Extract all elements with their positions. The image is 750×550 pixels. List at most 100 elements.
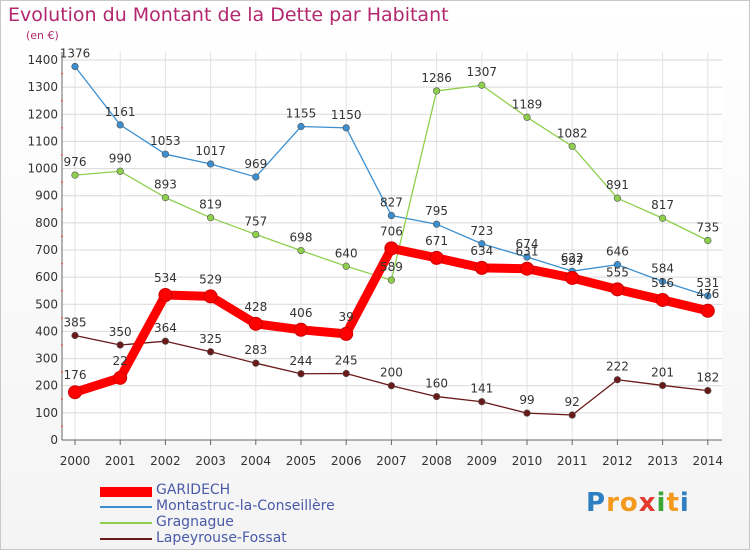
- data-point: [704, 387, 712, 395]
- legend-swatch: [100, 522, 152, 524]
- data-point: [342, 262, 350, 270]
- data-label: 723: [470, 224, 493, 238]
- data-label: 1189: [512, 97, 543, 111]
- x-tick-label: 2014: [693, 454, 724, 468]
- data-point: [207, 214, 215, 222]
- y-tick-label: 0: [50, 433, 58, 447]
- data-label: 589: [380, 260, 403, 274]
- data-point: [478, 240, 486, 248]
- data-label: 819: [199, 198, 222, 212]
- data-label: 1376: [60, 47, 91, 61]
- y-tick-label: 1300: [27, 80, 58, 94]
- data-point: [658, 277, 667, 286]
- data-label: 671: [425, 234, 448, 248]
- data-point: [161, 150, 169, 158]
- data-label: 516: [651, 276, 674, 290]
- legend: GARIDECH Montastruc-la-Conseillère Gragn…: [100, 482, 430, 548]
- data-label: 22: [113, 354, 128, 368]
- logo-letter: t: [666, 488, 680, 518]
- data-label: 622: [561, 251, 584, 265]
- x-tick-label: 2013: [647, 454, 678, 468]
- data-label: 817: [651, 198, 674, 212]
- x-tick-label: 2008: [421, 454, 452, 468]
- x-tick-label: 2012: [602, 454, 633, 468]
- data-point: [613, 194, 622, 202]
- data-point: [704, 236, 712, 245]
- legend-label: Montastruc-la-Conseillère: [156, 498, 335, 514]
- data-point: [71, 331, 79, 340]
- y-tick-label: 500: [35, 297, 58, 311]
- data-label: 1161: [105, 105, 136, 119]
- logo-letter: P: [586, 488, 607, 518]
- y-minor-tick: [61, 99, 63, 102]
- logo-letter: x: [638, 488, 657, 518]
- legend-swatch: [100, 538, 152, 540]
- y-tick-label: 1200: [27, 107, 58, 121]
- y-minor-tick: [61, 126, 63, 129]
- data-label: 529: [199, 272, 222, 286]
- data-point: [207, 348, 215, 356]
- y-minor-tick: [61, 289, 63, 292]
- x-tick-label: 2010: [512, 454, 543, 468]
- data-label: 1307: [467, 65, 498, 79]
- data-point: [610, 282, 625, 297]
- data-point: [568, 142, 576, 150]
- data-point: [116, 121, 124, 129]
- y-minor-tick: [61, 262, 63, 265]
- data-point: [207, 160, 215, 168]
- data-point: [565, 270, 580, 285]
- data-point: [71, 171, 79, 179]
- data-point: [68, 385, 82, 400]
- data-label: 893: [154, 178, 177, 192]
- x-tick-label: 2009: [467, 454, 498, 468]
- x-tick-label: 2001: [105, 454, 136, 468]
- data-point: [704, 292, 712, 300]
- data-point: [116, 341, 124, 349]
- y-minor-tick: [61, 398, 63, 401]
- data-label: 757: [244, 215, 267, 229]
- data-label: 476: [696, 287, 719, 301]
- y-tick-label: 200: [35, 379, 58, 393]
- data-point: [387, 382, 396, 390]
- data-label: 706: [380, 224, 403, 238]
- data-label: 584: [651, 261, 674, 275]
- data-label: 891: [606, 178, 629, 192]
- y-tick-label: 1400: [27, 53, 58, 67]
- data-label: 92: [565, 395, 580, 409]
- y-tick-label: 700: [35, 243, 58, 257]
- data-point: [658, 381, 667, 390]
- data-point: [384, 241, 399, 256]
- data-label: 1150: [331, 108, 362, 122]
- x-tick-label: 2007: [376, 454, 407, 468]
- y-minor-tick: [61, 371, 63, 374]
- y-tick-label: 300: [35, 352, 58, 366]
- data-label: 631: [516, 245, 539, 259]
- data-label: 1053: [150, 134, 181, 148]
- data-label: 244: [290, 354, 313, 368]
- chart-title: Evolution du Montant de la Dette par Hab…: [8, 4, 449, 26]
- y-minor-tick: [61, 181, 63, 184]
- y-tick-label: 1000: [27, 162, 58, 176]
- logo-letter: i: [679, 488, 690, 518]
- data-label: 176: [64, 368, 87, 382]
- x-tick-label: 2006: [331, 454, 362, 468]
- data-point: [71, 62, 79, 71]
- data-label: 141: [470, 382, 493, 396]
- data-label: 39: [339, 310, 354, 324]
- data-label: 385: [64, 316, 87, 330]
- data-point: [520, 261, 534, 276]
- data-point: [429, 250, 444, 265]
- data-point: [523, 409, 531, 417]
- data-label: 674: [516, 237, 539, 251]
- data-label: 428: [244, 300, 267, 314]
- legend-label: Gragnague: [156, 514, 234, 530]
- legend-item-garidech: GARIDECH: [100, 482, 430, 500]
- y-minor-tick: [61, 316, 63, 319]
- data-point: [203, 289, 218, 304]
- legend-item-lapeyrouse: Lapeyrouse-Fossat: [100, 530, 430, 548]
- data-label: 1286: [421, 71, 452, 85]
- data-label: 350: [109, 325, 132, 339]
- data-point: [113, 370, 128, 385]
- legend-item-montastruc: Montastruc-la-Conseillère: [100, 498, 430, 516]
- data-point: [655, 292, 670, 307]
